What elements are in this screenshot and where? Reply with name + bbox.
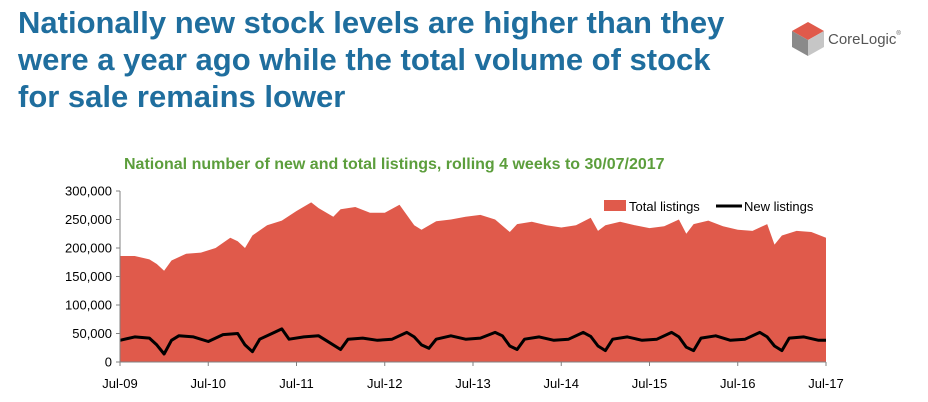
x-tick-label: Jul-14 <box>544 376 579 391</box>
brand-name: CoreLogic <box>828 31 897 48</box>
line-layer <box>119 327 826 356</box>
area-layer <box>120 202 826 362</box>
series-new-listings <box>119 327 826 356</box>
brand-mark: ® <box>896 31 901 37</box>
x-tick-label: Jul-11 <box>279 376 313 391</box>
y-tick-label: 100,000 <box>65 298 112 313</box>
series-total-listings <box>120 202 826 362</box>
x-tick-label: Jul-10 <box>191 376 226 391</box>
legend-swatch-total-listings <box>604 200 626 211</box>
page-title: Nationally new stock levels are higher t… <box>18 5 725 114</box>
x-tick-label: Jul-17 <box>808 376 843 391</box>
legend-label-new-listings: New listings <box>744 199 814 214</box>
x-tick-label: Jul-15 <box>632 376 667 391</box>
x-tick-label: Jul-12 <box>367 376 402 391</box>
y-tick-label: 50,000 <box>72 326 112 341</box>
y-tick-label: 300,000 <box>65 184 112 199</box>
x-tick-label: Jul-16 <box>720 376 755 391</box>
axis-layer: 0 50,000 100,000 150,000 200,000 250,000 300,0… <box>65 184 844 392</box>
corelogic-logo: CoreLogic® <box>790 20 920 60</box>
corelogic-logo-icon <box>792 22 824 56</box>
x-tick-label: Jul-09 <box>102 376 137 391</box>
x-tick-label: Jul-13 <box>455 376 490 391</box>
y-tick-label: 150,000 <box>65 269 112 284</box>
legend-label-total-listings: Total listings <box>629 199 700 214</box>
y-tick-label: 250,000 <box>65 212 112 227</box>
y-tick-label: 200,000 <box>65 241 112 256</box>
chart-title: National number of new and total listing… <box>124 156 665 173</box>
y-tick-label: 0 <box>105 355 112 370</box>
legend: Total listings New listings <box>604 199 814 214</box>
